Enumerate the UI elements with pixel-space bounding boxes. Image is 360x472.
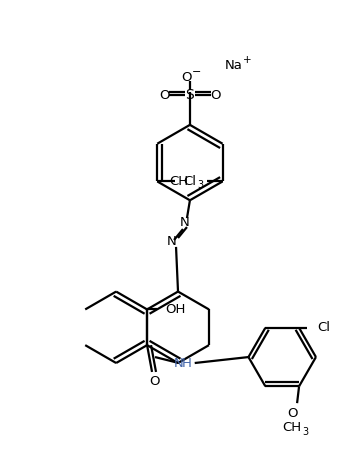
Text: O: O <box>149 375 159 388</box>
Text: 3: 3 <box>198 180 204 190</box>
Text: N: N <box>167 236 177 248</box>
Text: Cl: Cl <box>317 321 330 334</box>
Text: N: N <box>180 216 190 228</box>
Text: S: S <box>185 88 194 102</box>
Text: +: + <box>243 55 251 65</box>
Text: O: O <box>182 71 192 84</box>
Text: OH: OH <box>165 303 185 316</box>
Text: Na: Na <box>225 59 243 72</box>
Text: CH: CH <box>283 421 302 434</box>
Text: H: H <box>182 356 192 370</box>
Text: O: O <box>287 406 297 420</box>
Text: 3: 3 <box>302 427 308 437</box>
Text: O: O <box>211 89 221 101</box>
Text: −: − <box>192 67 202 77</box>
Text: CH: CH <box>170 175 189 188</box>
Text: Cl: Cl <box>183 175 196 188</box>
Text: O: O <box>159 89 169 101</box>
Text: N: N <box>174 356 184 370</box>
